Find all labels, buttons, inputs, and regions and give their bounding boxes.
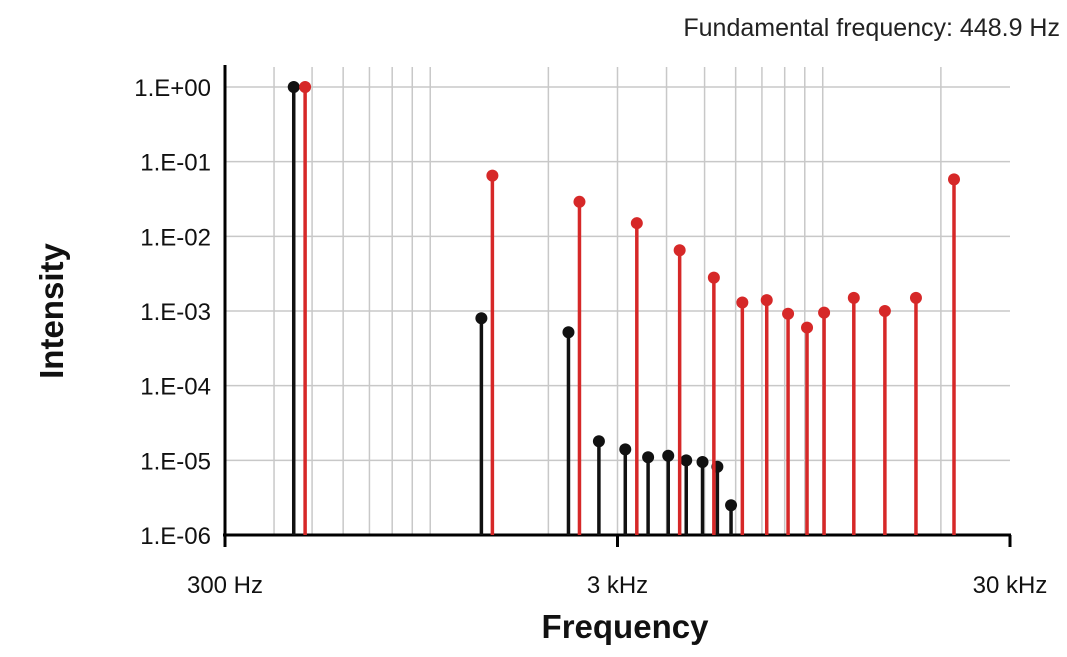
grid-lines [225, 67, 1010, 535]
stem-marker [818, 306, 831, 319]
x-tick-label: 300 Hz [187, 572, 263, 599]
stem-marker [642, 451, 655, 464]
stem-marker [573, 195, 586, 208]
stem-marker [630, 217, 643, 230]
stem-marker [782, 307, 795, 320]
stem-marker [948, 173, 961, 186]
axes [223, 65, 1012, 547]
stem-marker [909, 291, 922, 304]
stem-marker [801, 321, 814, 334]
stem-marker [299, 81, 312, 93]
chart-title: Fundamental frequency: 448.9 Hz [683, 14, 1060, 42]
data-stems [287, 81, 961, 535]
y-tick-label: 1.E-03 [140, 299, 211, 326]
stem-marker [662, 449, 675, 462]
x-tick-label: 3 kHz [587, 572, 648, 599]
y-tick-label: 1.E-02 [140, 224, 211, 251]
stem-marker [619, 443, 632, 456]
stem-marker [592, 435, 605, 448]
stem-marker [707, 271, 720, 284]
stem-marker [696, 455, 709, 468]
stem-marker [760, 294, 773, 307]
stem-marker [680, 454, 693, 467]
tick-labels: 1.E+00 1.E-01 1.E-02 1.E-03 1.E-04 1.E-05 1.E-… [134, 75, 1047, 599]
stem-marker [475, 312, 488, 325]
y-tick-label: 1.E-04 [140, 374, 211, 401]
y-tick-label: 1.E-01 [140, 150, 211, 177]
stem-marker [847, 291, 860, 304]
y-tick-label: 1.E-06 [140, 523, 211, 550]
stem-marker [562, 326, 575, 339]
x-tick-label: 30 kHz [973, 572, 1048, 599]
x-axis-label: Frequency [541, 608, 709, 645]
y-tick-label: 1.E-05 [140, 448, 211, 475]
stem-marker [486, 169, 499, 182]
y-tick-label: 1.E+00 [134, 75, 211, 102]
stem-marker [736, 296, 749, 309]
stem-marker [878, 305, 891, 317]
stem-marker [673, 244, 686, 257]
stem-marker [287, 81, 300, 93]
y-axis-label: Intensity [33, 243, 70, 379]
stem-marker [725, 499, 738, 512]
